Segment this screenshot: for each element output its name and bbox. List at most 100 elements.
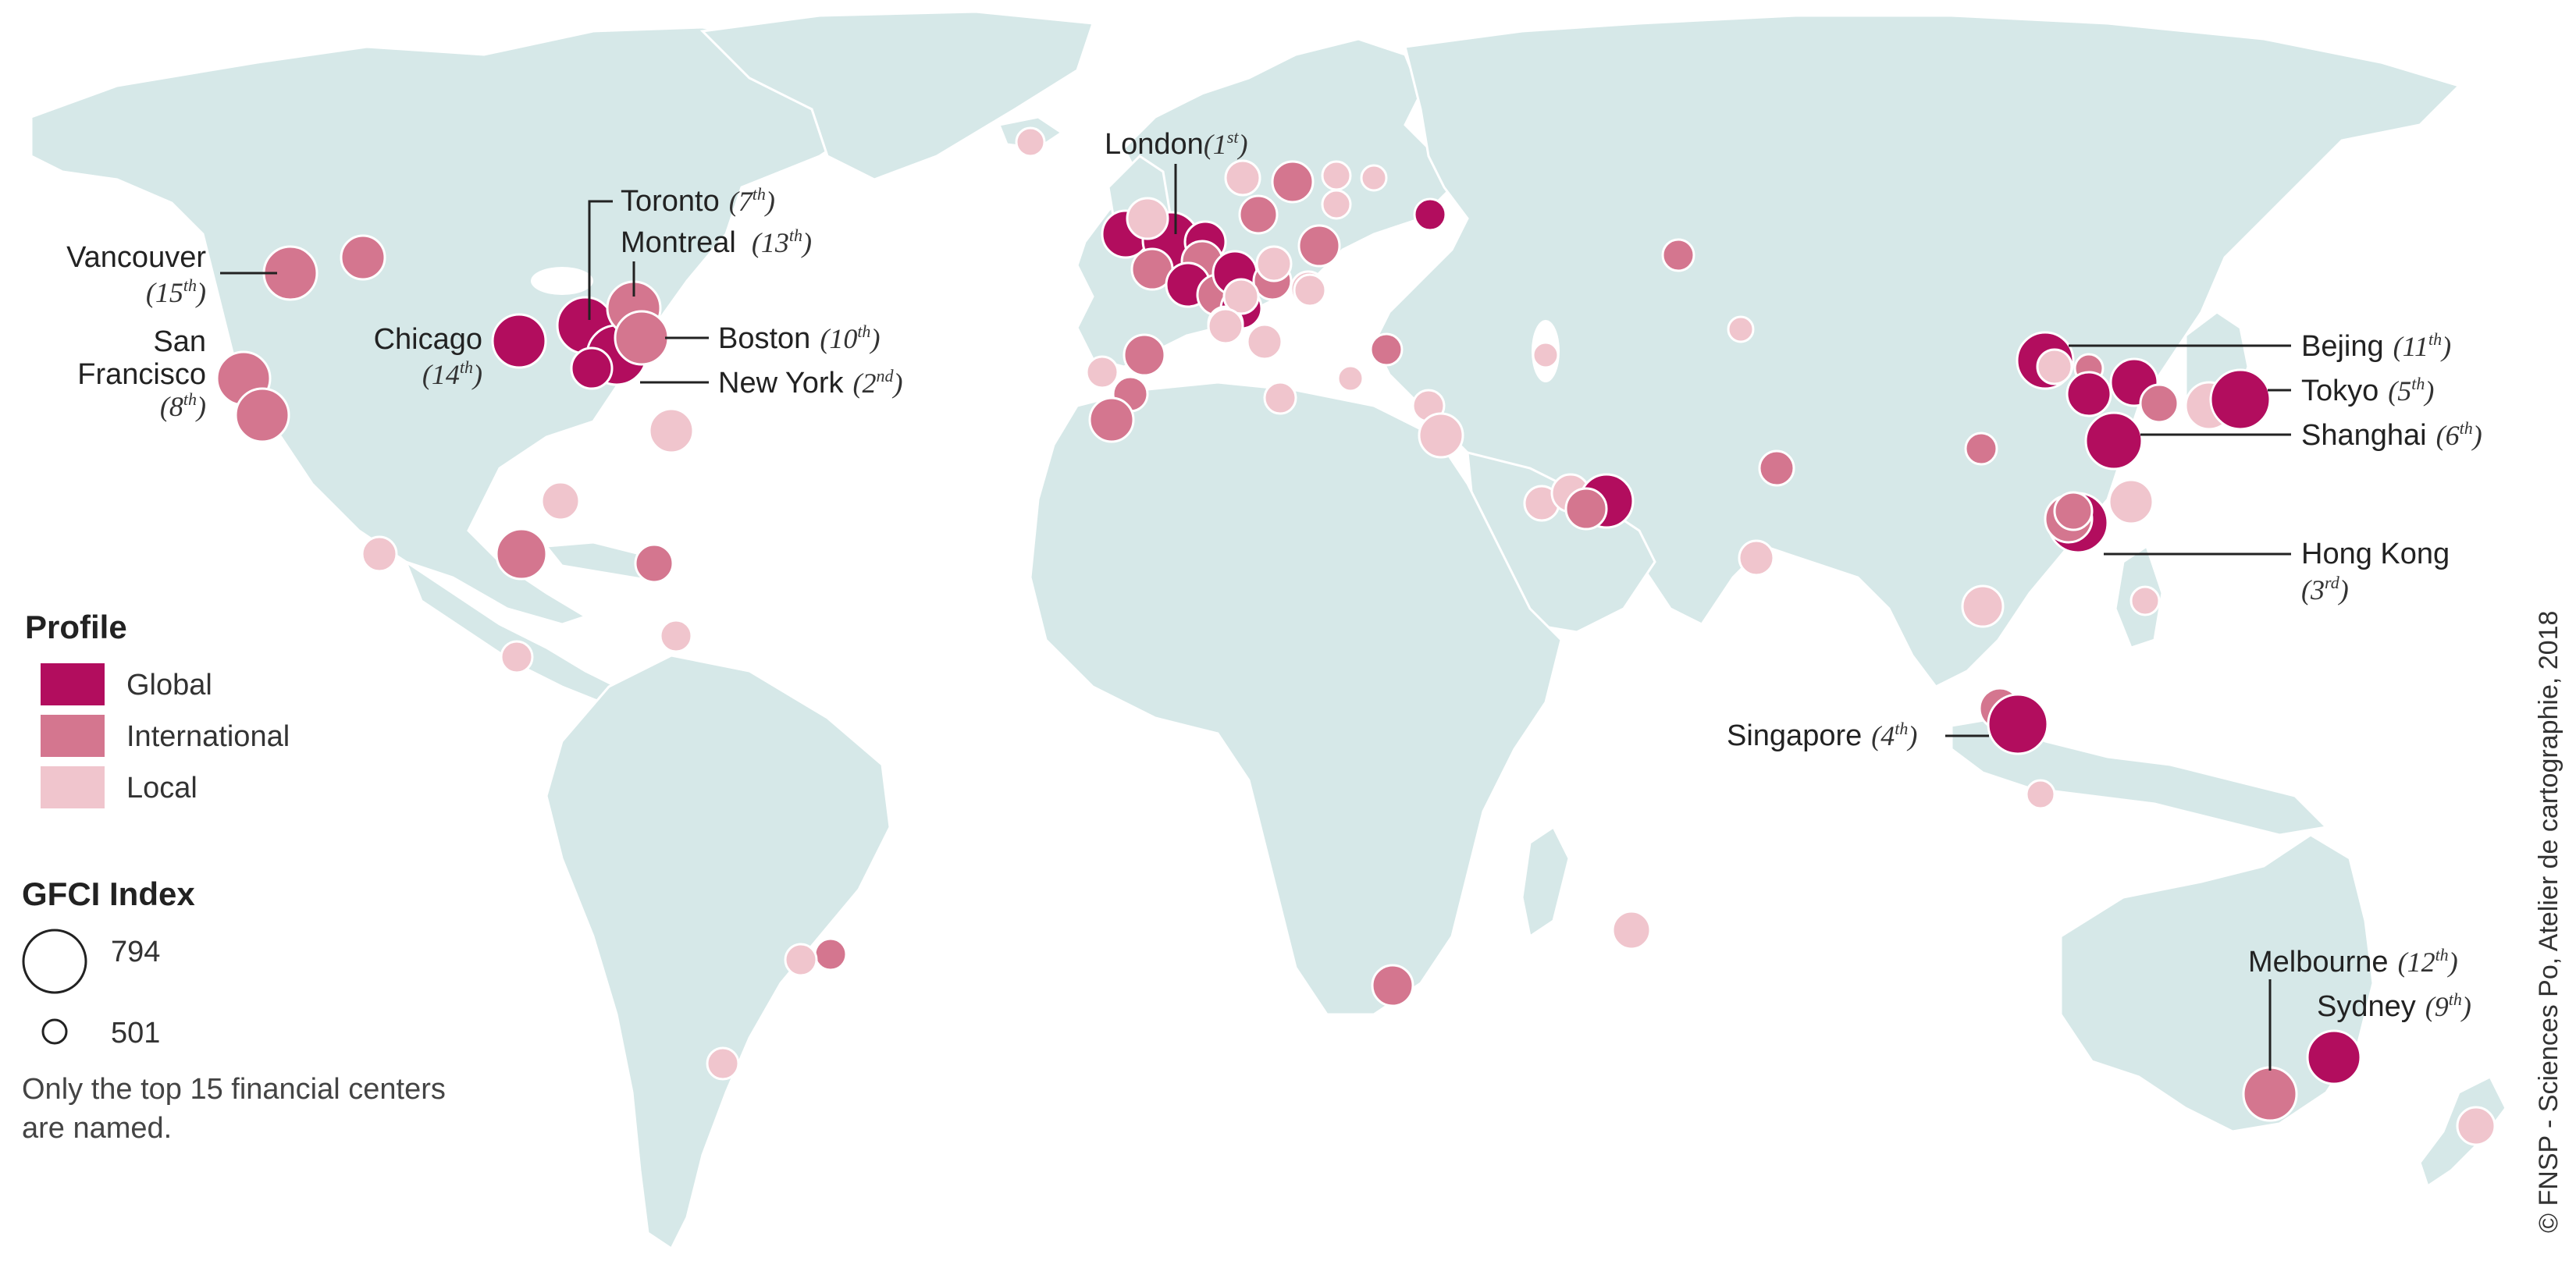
label-hongkong: Hong Kong xyxy=(2301,538,2450,570)
label-tokyo: Tokyo (5th) xyxy=(2301,374,2434,407)
legend-label-global: Global xyxy=(126,669,212,702)
marker-calgary xyxy=(340,234,386,281)
legend-label-local: Local xyxy=(126,772,197,805)
legend-note-line2: are named. xyxy=(22,1112,172,1145)
marker-lisbon xyxy=(1085,355,1119,389)
label-beijing: Bejing (11th) xyxy=(2301,329,2451,363)
marker-madrid xyxy=(1123,333,1166,377)
marker-buenos-aires xyxy=(706,1046,740,1081)
marker-bangkok xyxy=(1961,584,2005,628)
marker-malta xyxy=(1263,381,1297,415)
land-greenland xyxy=(699,10,1095,181)
marker-baku xyxy=(1532,341,1560,369)
marker-taipei xyxy=(2108,478,2154,525)
label-london: London(1st) xyxy=(1105,127,1248,161)
land-madagascar xyxy=(1521,825,1571,939)
legend-profile-title: Profile xyxy=(25,609,127,645)
marker-guangzhou xyxy=(2053,491,2094,531)
marker-bvi xyxy=(634,543,674,584)
marker-mexico xyxy=(361,535,398,573)
marker-chicago xyxy=(491,313,547,369)
marker-astana xyxy=(1661,238,1695,272)
marker-casablanca xyxy=(1088,396,1135,443)
legend-circle-max xyxy=(22,929,87,994)
lake-great-lakes xyxy=(531,267,593,295)
marker-washington xyxy=(570,346,614,390)
label-toronto: Toronto (7th) xyxy=(621,184,775,218)
marker-shanghai xyxy=(2084,411,2144,471)
label-montreal: Montreal (13th) xyxy=(621,226,812,259)
marker-milan xyxy=(1222,278,1260,315)
marker-abu-dhabi xyxy=(1564,487,1608,531)
marker-istanbul xyxy=(1369,332,1404,367)
marker-melbourne xyxy=(2242,1066,2298,1122)
markers-layer xyxy=(215,126,2496,1146)
marker-copenhagen xyxy=(1238,194,1279,235)
marker-chengdu xyxy=(1964,432,1998,466)
marker-panama xyxy=(500,640,534,674)
credit-text: © FNSP - Sciences Po, Atelier de cartogr… xyxy=(2534,611,2564,1233)
label-chicago: Chicago xyxy=(374,323,482,356)
marker-tel-aviv xyxy=(1418,412,1464,459)
marker-edinburgh xyxy=(1126,197,1169,240)
rank-hongkong: (3rd) xyxy=(2301,573,2349,606)
marker-trinidad xyxy=(659,619,693,653)
rank-vancouver: (15th) xyxy=(146,275,206,308)
marker-rome xyxy=(1246,323,1283,361)
marker-monaco xyxy=(1207,307,1244,345)
legend-index-title: GFCI Index xyxy=(22,876,195,912)
label-sanfrancisco-1: San xyxy=(153,325,206,358)
label-vancouver: Vancouver xyxy=(66,241,206,274)
legend-swatch-global xyxy=(41,663,105,705)
marker-athens xyxy=(1336,364,1364,393)
leader-lines xyxy=(220,164,2291,1071)
marker-prague xyxy=(1255,245,1293,282)
marker-rio xyxy=(813,937,848,972)
land-indonesia xyxy=(1950,716,2329,837)
marker-oslo xyxy=(1224,159,1261,197)
label-sanfrancisco-2: Francisco xyxy=(77,358,206,391)
legend-swatch-international xyxy=(41,715,105,757)
marker-helsinki xyxy=(1321,160,1352,191)
label-newyork: New York (2nd) xyxy=(718,366,903,400)
marker-tallinn xyxy=(1360,164,1388,192)
legend-index-max: 794 xyxy=(111,936,160,968)
land-australia xyxy=(2059,833,2375,1133)
marker-mumbai xyxy=(1738,539,1775,577)
label-shanghai: Shanghai (6th) xyxy=(2301,418,2482,452)
legend-index-min: 501 xyxy=(111,1017,160,1050)
label-melbourne: Melbourne (12th) xyxy=(2248,945,2458,979)
marker-reykjavik xyxy=(1015,126,1046,158)
legend-label-international: International xyxy=(126,720,290,753)
marker-almaty xyxy=(1727,315,1755,343)
marker-bahamas xyxy=(540,481,581,521)
marker-jakarta xyxy=(2025,779,2056,810)
legend: Profile Global International Local GFCI … xyxy=(22,609,446,1145)
marker-stockholm xyxy=(1271,160,1315,204)
marker-singapore xyxy=(1987,693,2049,755)
marker-cayman xyxy=(495,527,548,581)
label-boston: Boston (10th) xyxy=(718,321,880,355)
marker-budapest xyxy=(1293,273,1327,307)
marker-mauritius xyxy=(1611,910,1652,950)
land-south-america xyxy=(545,654,891,1251)
marker-warsaw xyxy=(1297,224,1341,268)
marker-tianjin xyxy=(2036,348,2073,385)
label-singapore: Singapore (4th) xyxy=(1727,719,1917,752)
legend-note-line1: Only the top 15 financial centers xyxy=(22,1073,446,1106)
marker-sao-paulo xyxy=(784,943,818,977)
marker-riga xyxy=(1321,189,1352,220)
marker-wellington xyxy=(2456,1106,2496,1146)
rank-chicago: (14th) xyxy=(422,357,482,390)
rank-sanfrancisco: (8th) xyxy=(160,389,206,422)
marker-moscow xyxy=(1413,197,1447,232)
marker-tokyo xyxy=(2209,368,2272,431)
leader-toronto xyxy=(588,200,613,320)
marker-johannesburg xyxy=(1371,964,1414,1007)
marker-los-angeles xyxy=(234,387,290,443)
land-layer xyxy=(30,10,2507,1251)
marker-qingdao xyxy=(2065,371,2112,417)
marker-bermuda xyxy=(648,407,695,454)
label-sydney: Sydney (9th) xyxy=(2317,989,2471,1023)
